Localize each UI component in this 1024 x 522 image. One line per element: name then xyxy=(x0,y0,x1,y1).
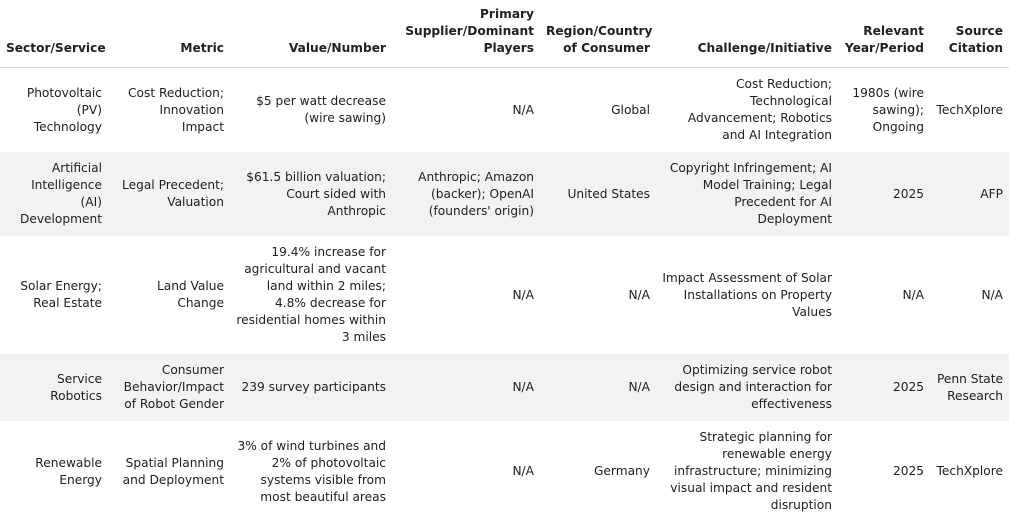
cell-year: 2025 xyxy=(838,354,930,421)
cell-value: 19.4% increase for agricultural and vaca… xyxy=(236,245,386,344)
table-row: Renewable Energy Spatial Planning and Dep… xyxy=(0,421,1009,522)
cell-supplier: N/A xyxy=(512,102,534,117)
table-row: Artificial Intelligence (AI) Development… xyxy=(0,152,1009,236)
cell-year: 2025 xyxy=(892,464,924,478)
cell-challenge: Copyright Infringement; AI Model Trainin… xyxy=(656,152,838,236)
cell-challenge: Strategic planning for renewable energy … xyxy=(670,430,832,512)
cell-year: 1980s (wire sawing); Ongoing xyxy=(852,85,924,134)
cell-source: AFP xyxy=(930,152,1009,236)
cell-year: 2025 xyxy=(838,152,930,236)
header-value: Value/Number xyxy=(230,0,392,68)
header-row: Sector/Service Metric Value/Number Prima… xyxy=(0,0,1009,68)
table-row: Service Robotics Consumer Behavior/Impact… xyxy=(0,354,1009,421)
cell-source: Penn State Research xyxy=(930,354,1009,421)
cell-sector: Solar Energy; Real Estate xyxy=(20,279,102,310)
cell-metric: Legal Precedent; Valuation xyxy=(108,152,230,236)
header-sector: Sector/Service xyxy=(0,0,108,68)
cell-supplier: N/A xyxy=(512,287,534,302)
cell-sector: Renewable Energy xyxy=(35,455,102,487)
cell-region: United States xyxy=(540,152,656,236)
cell-metric: Consumer Behavior/Impact of Robot Gender xyxy=(108,354,230,421)
cell-value: 3% of wind turbines and 2% of photovolta… xyxy=(237,438,386,504)
cell-year: N/A xyxy=(902,287,924,302)
cell-sector: Photovoltaic (PV) Technology xyxy=(26,85,102,134)
cell-value: 239 survey participants xyxy=(230,354,392,421)
cell-value: $61.5 billion valuation; Court sided wit… xyxy=(230,152,392,236)
cell-challenge: Impact Assessment of Solar Installations… xyxy=(662,270,832,319)
cell-metric: Spatial Planning and Deployment xyxy=(122,455,224,487)
cell-region: N/A xyxy=(628,287,650,302)
table-row: Photovoltaic (PV) Technology Cost Reducti… xyxy=(0,68,1009,153)
cell-region: N/A xyxy=(540,354,656,421)
cell-supplier: Anthropic; Amazon (backer); OpenAI (foun… xyxy=(392,152,540,236)
cell-challenge: Optimizing service robot design and inte… xyxy=(656,354,838,421)
cell-source: TechXplore xyxy=(936,464,1003,478)
cell-sector: Service Robotics xyxy=(0,354,108,421)
cell-region: Global xyxy=(611,102,650,117)
cell-supplier: N/A xyxy=(512,464,534,478)
header-source: Source Citation xyxy=(930,0,1009,68)
header-region: Region/Country of Consumer xyxy=(540,0,656,68)
header-challenge: Challenge/Initiative xyxy=(656,0,838,68)
cell-challenge: Cost Reduction; Technological Advancemen… xyxy=(687,77,832,142)
cell-metric: Land Value Change xyxy=(156,279,224,310)
header-year: Relevant Year/Period xyxy=(838,0,930,68)
header-supplier: Primary Supplier/Dominant Players xyxy=(392,0,540,68)
cell-sector: Artificial Intelligence (AI) Development xyxy=(0,152,108,236)
cell-metric: Cost Reduction; Innovation Impact xyxy=(128,85,224,134)
cell-source: N/A xyxy=(981,287,1003,302)
cell-supplier: N/A xyxy=(392,354,540,421)
header-metric: Metric xyxy=(108,0,230,68)
cell-region: Germany xyxy=(593,464,650,478)
cell-source: TechXplore xyxy=(936,102,1003,117)
cell-value: $5 per watt decrease (wire sawing) xyxy=(256,94,386,125)
table-row: Solar Energy; Real Estate Land Value Chan… xyxy=(0,236,1009,354)
